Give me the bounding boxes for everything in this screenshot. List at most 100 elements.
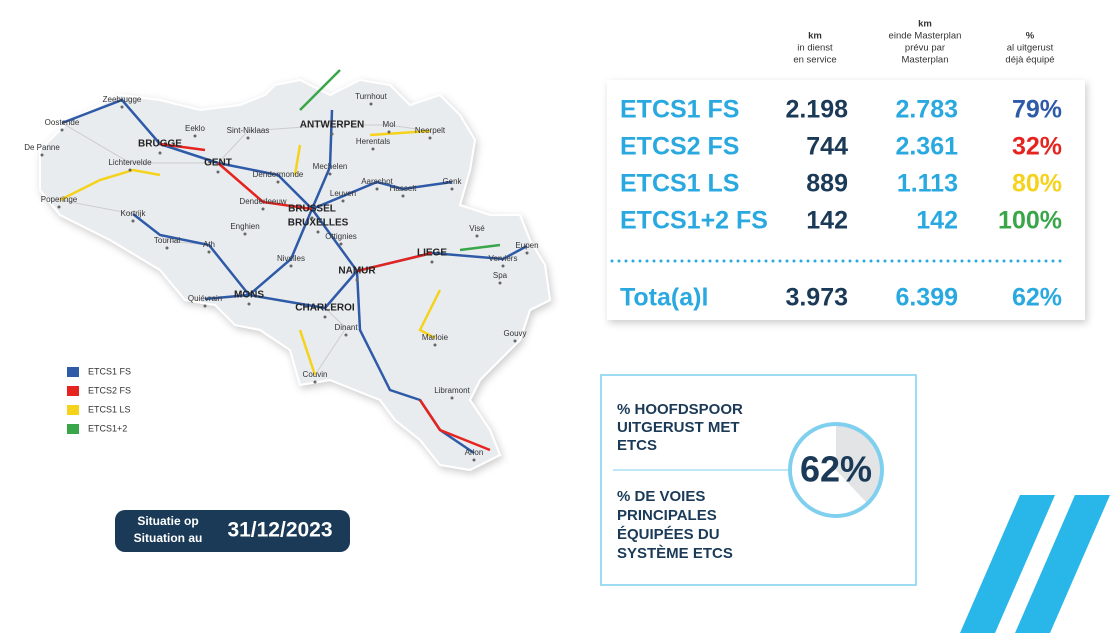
city-label: Oostende	[45, 118, 80, 127]
city-label: Aarschot	[361, 177, 393, 186]
column-header: prévu par	[905, 43, 945, 54]
city-dot	[450, 187, 454, 191]
table-cell: 62%	[1012, 284, 1062, 312]
table-cell: Tota(a)l	[620, 284, 708, 312]
city-label: Poperinge	[41, 195, 78, 204]
table-cell: 32%	[1012, 133, 1062, 161]
table-cell: 889	[806, 170, 848, 198]
city-dot	[450, 396, 454, 400]
city-label: Hasselt	[390, 184, 417, 193]
table-cell: 3.973	[785, 284, 848, 312]
city-label: Quiévrain	[188, 294, 222, 303]
callout-text: PRINCIPALES	[617, 507, 717, 524]
table-cell: ETCS1 FS	[620, 96, 739, 124]
table-cell: 1.113	[897, 170, 958, 198]
column-header: einde Masterplan	[889, 31, 962, 42]
date-label: Situation au	[134, 531, 203, 545]
city-label: Herentals	[356, 137, 390, 146]
city-dot	[513, 339, 517, 343]
city-dot	[158, 151, 162, 155]
city-dot	[261, 207, 265, 211]
city-dot	[313, 380, 317, 384]
city-dot	[216, 170, 220, 174]
city-label: NAMUR	[338, 266, 376, 277]
city-dot	[276, 180, 280, 184]
table-cell: ETCS2 FS	[620, 133, 739, 161]
city-label: De Panne	[24, 143, 60, 152]
city-dot	[330, 132, 334, 136]
city-label: Dendermonde	[253, 170, 304, 179]
legend-swatch	[67, 386, 79, 396]
table-cell: 744	[806, 133, 848, 161]
city-label: Tournai	[154, 236, 180, 245]
city-dot	[341, 199, 345, 203]
city-label: Gouvy	[503, 329, 526, 338]
city-dot	[339, 242, 343, 246]
city-dot	[501, 264, 505, 268]
city-label: Neerpelt	[415, 126, 446, 135]
city-label: Mechelen	[313, 162, 348, 171]
table-box	[607, 80, 1085, 320]
table-cell: ETCS1+2 FS	[620, 207, 768, 235]
city-label: Arlon	[465, 448, 484, 457]
city-label: Ottignies	[325, 232, 357, 241]
legend-swatch	[67, 367, 79, 377]
city-dot	[310, 216, 314, 220]
city-label: Couvin	[303, 370, 328, 379]
city-dot	[40, 153, 44, 157]
column-header: km	[808, 31, 822, 42]
city-dot	[375, 187, 379, 191]
legend-swatch	[67, 405, 79, 415]
date-label: Situatie op	[137, 514, 198, 528]
table-cell: 6.399	[895, 284, 958, 312]
city-dot	[401, 194, 405, 198]
city-dot	[344, 333, 348, 337]
date-value: 31/12/2023	[227, 519, 332, 542]
column-header: en service	[793, 55, 836, 66]
city-dot	[498, 281, 502, 285]
city-dot	[387, 130, 391, 134]
city-dot	[323, 315, 327, 319]
city-label: Ath	[203, 240, 215, 249]
city-label: Genk	[442, 177, 462, 186]
table-cell: 100%	[998, 207, 1062, 235]
column-header: déjà équipé	[1005, 55, 1054, 66]
column-header: in dienst	[797, 43, 833, 54]
city-dot	[243, 232, 247, 236]
city-label: Turnhout	[355, 92, 388, 101]
city-label: BRUGGE	[138, 139, 182, 150]
city-dot	[472, 458, 476, 462]
callout-text: ETCS	[617, 437, 657, 454]
city-dot	[131, 219, 135, 223]
city-label: Sint-Niklaas	[227, 126, 270, 135]
city-dot	[475, 234, 479, 238]
city-label: Kortrijk	[121, 209, 147, 218]
table-cell: 2.361	[895, 133, 958, 161]
city-label: Mol	[383, 120, 396, 129]
city-dot	[430, 260, 434, 264]
city-label: LIEGE	[417, 248, 447, 259]
donut-share	[791, 426, 867, 514]
legend-label: ETCS1+2	[88, 423, 127, 433]
table-cell: 2.783	[895, 96, 958, 124]
city-label: Zeebrugge	[103, 95, 142, 104]
decor-stripe	[1015, 495, 1110, 633]
callout-text: ÉQUIPÉES DU	[617, 526, 720, 543]
city-label: ANTWERPEN	[300, 120, 364, 131]
city-label: Marloie	[422, 333, 449, 342]
city-dot	[60, 128, 64, 132]
city-label: BRUSSEL	[288, 204, 336, 215]
city-label: Verviers	[489, 254, 518, 263]
city-label: Enghien	[230, 222, 259, 231]
city-label: Visé	[469, 224, 485, 233]
table-cell: 80%	[1012, 170, 1062, 198]
table-cell: 142	[806, 207, 848, 235]
city-label: Eeklo	[185, 124, 206, 133]
column-header: al uitgerust	[1007, 43, 1054, 54]
donut-label: 62%	[800, 449, 872, 490]
city-dot	[165, 246, 169, 250]
